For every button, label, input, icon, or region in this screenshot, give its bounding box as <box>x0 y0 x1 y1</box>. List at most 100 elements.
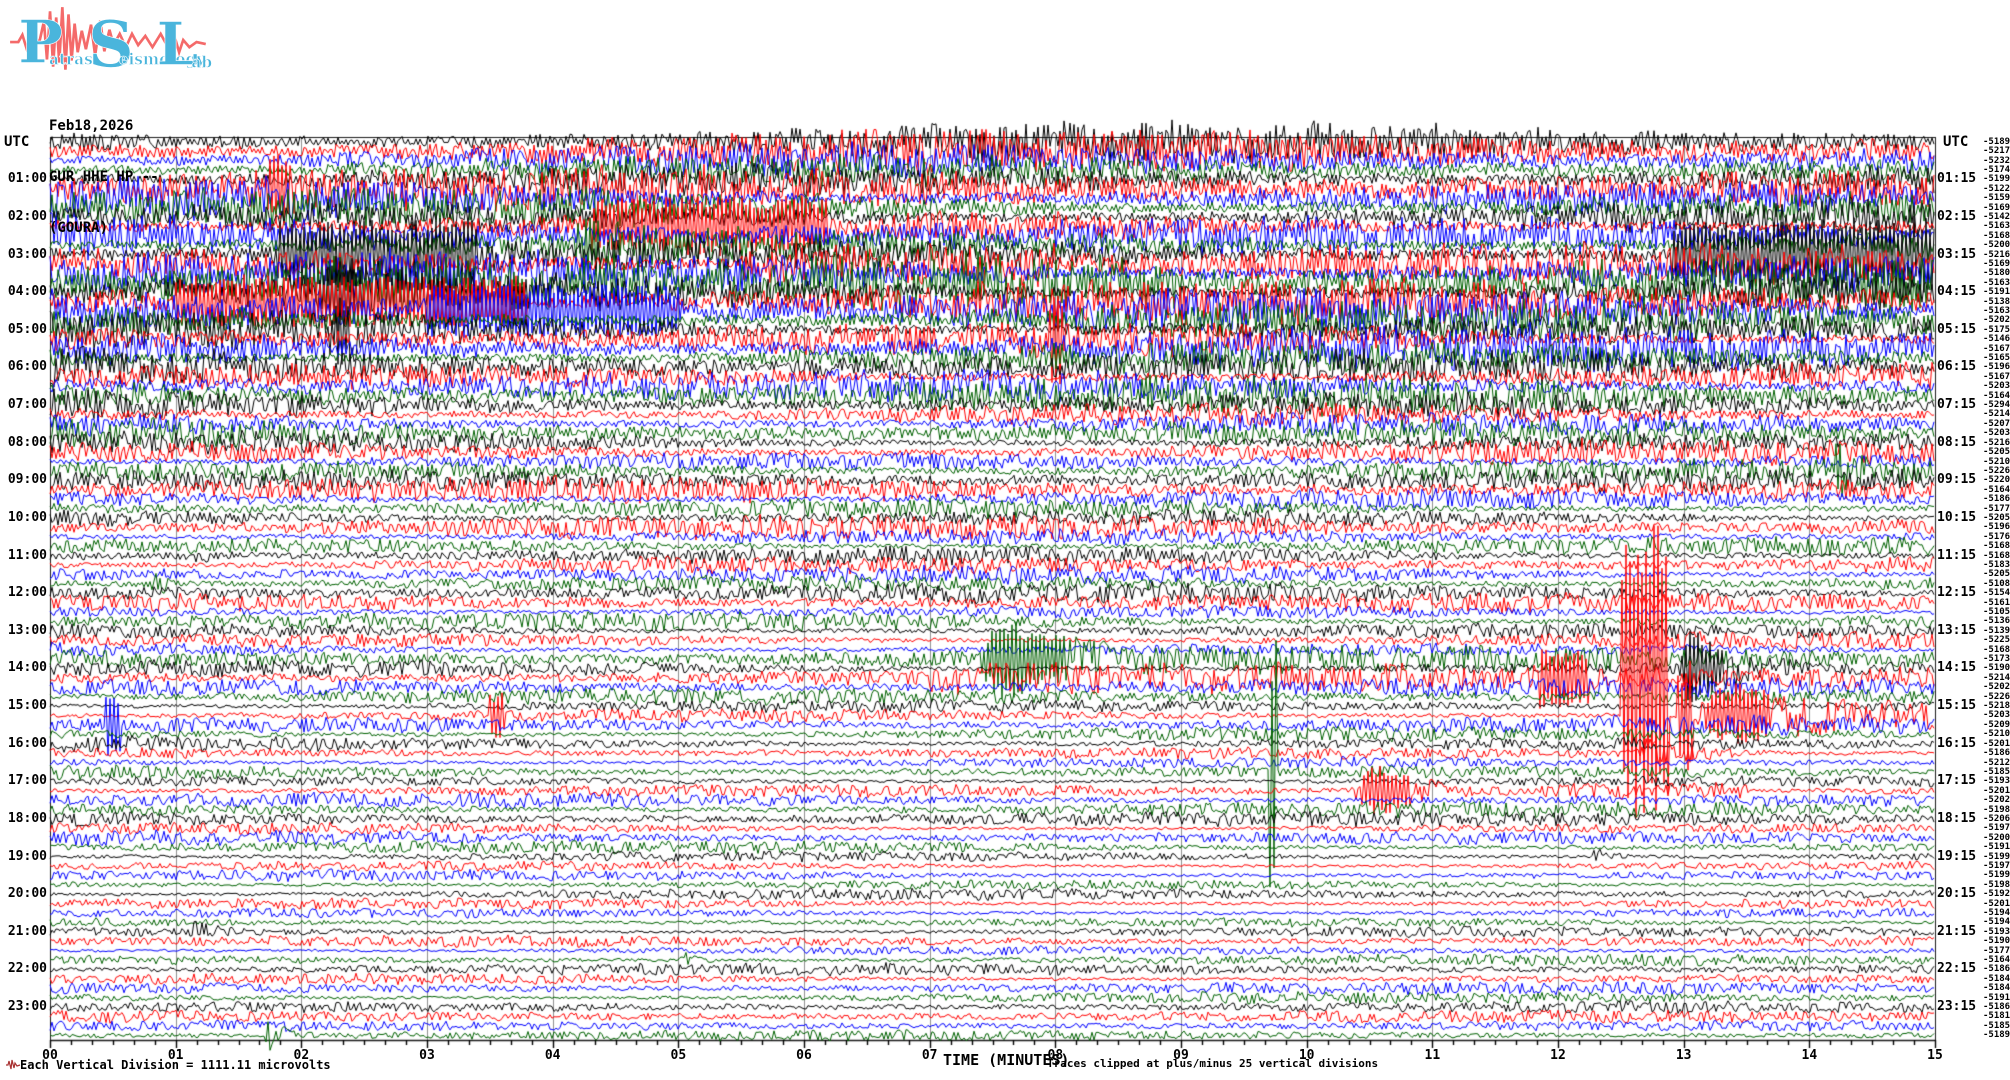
scale-note-icon <box>6 1059 21 1070</box>
trace-offset-value: -5176 <box>1983 531 2010 542</box>
trace-offset-value: -5186 <box>1983 964 2010 975</box>
utc-label-right: UTC <box>1943 134 1969 150</box>
hour-label-left: 02:00 <box>7 208 47 224</box>
x-axis-tick-label: 06 <box>796 1048 812 1063</box>
trace-offset-value: -5190 <box>1983 663 2010 674</box>
hour-label-left: 14:00 <box>7 660 47 676</box>
logo-letter-p: P <box>18 8 63 77</box>
x-axis-tick-label: 11 <box>1424 1048 1441 1063</box>
trace-offset-value: -5190 <box>1983 936 2010 947</box>
trace-offset-value: -5202 <box>1983 315 2010 326</box>
trace-offset-value: -5193 <box>1983 926 2010 937</box>
trace-offset-value: -5173 <box>1983 654 2010 665</box>
trace-offset-value: -5168 <box>1983 550 2010 561</box>
header-station-name: (GOURA) <box>49 220 109 236</box>
trace-offset-value: -5200 <box>1983 832 2010 843</box>
trace-offset-value: -5184 <box>1983 983 2010 994</box>
trace-offset-value: -5183 <box>1983 559 2010 570</box>
trace-offset-value: -5165 <box>1983 353 2010 364</box>
hour-label-right: 02:15 <box>1937 208 1977 224</box>
trace-offset-value: -5201 <box>1983 898 2010 909</box>
x-axis-tick-label: 04 <box>544 1048 561 1063</box>
hour-label-right: 10:15 <box>1937 509 1977 525</box>
trace-offset-value: -5216 <box>1983 249 2010 260</box>
hour-label-left: 15:00 <box>7 698 47 714</box>
trace-offset-value: -5108 <box>1983 578 2010 589</box>
hour-label-right: 06:15 <box>1937 359 1977 375</box>
hour-label-right: 09:15 <box>1937 472 1977 488</box>
hour-label-right: 07:15 <box>1937 397 1977 413</box>
logo-word-ab: ab <box>191 54 212 72</box>
trace-offset-value: -5177 <box>1983 945 2010 956</box>
trace-offset-value: -5186 <box>1983 1002 2010 1013</box>
hour-label-right: 08:15 <box>1937 434 1977 450</box>
trace-offset-value: -5220 <box>1983 475 2010 486</box>
trace-offset-value: -5200 <box>1983 240 2010 251</box>
header-station-code: GUR HHE HP -- <box>49 169 159 185</box>
hour-label-left: 07:00 <box>7 397 47 413</box>
hour-label-left: 05:00 <box>7 321 47 337</box>
trace-offset-value: -5198 <box>1983 804 2010 815</box>
x-axis-tick-label: 09 <box>1173 1048 1189 1063</box>
hour-label-left: 12:00 <box>7 585 47 601</box>
trace-offset-value: -5161 <box>1983 597 2010 608</box>
hour-label-right: 04:15 <box>1937 284 1977 300</box>
hour-label-left: 06:00 <box>7 359 47 375</box>
trace-offset-value: -5196 <box>1983 522 2010 533</box>
trace-offset-value: -5189 <box>1983 1030 2010 1041</box>
trace-offset-value: -5203 <box>1983 710 2010 721</box>
trace-offset-value: -5168 <box>1983 644 2010 655</box>
trace-offset-value: -5185 <box>1983 1020 2010 1031</box>
trace-offset-value: -5163 <box>1983 277 2010 288</box>
trace-offset-value: -5206 <box>1983 813 2010 824</box>
trace-offset-value: -5146 <box>1983 334 2010 345</box>
x-axis-tick-label: 07 <box>921 1048 938 1063</box>
trace-offset-value: -5139 <box>1983 625 2010 636</box>
hour-label-right: 13:15 <box>1937 622 1977 638</box>
hour-label-left: 22:00 <box>7 961 47 977</box>
trace-offset-value: -5164 <box>1983 484 2010 495</box>
hour-label-left: 08:00 <box>7 434 47 450</box>
hour-label-right: 01:15 <box>1937 171 1977 187</box>
trace-offset-value: -5232 <box>1983 155 2010 166</box>
trace-offset-value: -5163 <box>1983 306 2010 317</box>
trace-offset-value: -5192 <box>1983 889 2010 900</box>
logo-word-atras: atras <box>49 51 93 69</box>
trace-offset-value: -5205 <box>1983 569 2010 580</box>
trace-offset-value: -5154 <box>1983 588 2010 599</box>
trace-offset-value: -5142 <box>1983 211 2010 222</box>
hour-label-left: 23:00 <box>7 999 47 1015</box>
x-axis-tick-label: 05 <box>670 1048 687 1063</box>
trace-offset-value: -5216 <box>1983 437 2010 448</box>
trace-offset-value: -5197 <box>1983 823 2010 834</box>
hour-label-left: 16:00 <box>7 735 47 751</box>
trace-offset-value: -5202 <box>1983 682 2010 693</box>
x-axis-tick-label: 10 <box>1298 1048 1315 1063</box>
x-axis-tick-label: 14 <box>1801 1048 1818 1063</box>
hour-label-left: 11:00 <box>7 547 47 563</box>
trace-offset-value: -5294 <box>1983 400 2010 411</box>
trace-offset-value: -5201 <box>1983 738 2010 749</box>
x-axis-tick-label: 15 <box>1927 1048 1943 1063</box>
trace-offset-value: -5214 <box>1983 672 2010 683</box>
hour-label-left: 20:00 <box>7 886 47 902</box>
trace-offset-value: -5201 <box>1983 785 2010 796</box>
x-axis-tick-label: 08 <box>1047 1048 1064 1063</box>
utc-label-left: UTC <box>4 134 30 150</box>
hour-label-right: 19:15 <box>1937 848 1977 864</box>
trace-offset-value: -5197 <box>1983 860 2010 871</box>
trace-offset-value: -5210 <box>1983 729 2010 740</box>
trace-offset-value: -5136 <box>1983 616 2010 627</box>
trace-offset-value: -5138 <box>1983 296 2010 307</box>
trace-offset-value: -5189 <box>1983 136 2010 147</box>
x-axis-tick-label: 13 <box>1675 1048 1692 1063</box>
trace-offset-value: -5122 <box>1983 183 2010 194</box>
plot-header: Feb18,2026 GUR HHE HP -- (GOURA) <box>49 84 159 271</box>
trace-offset-value: -5225 <box>1983 635 2010 646</box>
trace-offset-value: -5194 <box>1983 917 2010 928</box>
trace-offset-value: -5209 <box>1983 719 2010 730</box>
hour-label-right: 15:15 <box>1937 698 1977 714</box>
trace-offset-value: -5164 <box>1983 955 2010 966</box>
trace-offset-value: -5105 <box>1983 607 2010 618</box>
